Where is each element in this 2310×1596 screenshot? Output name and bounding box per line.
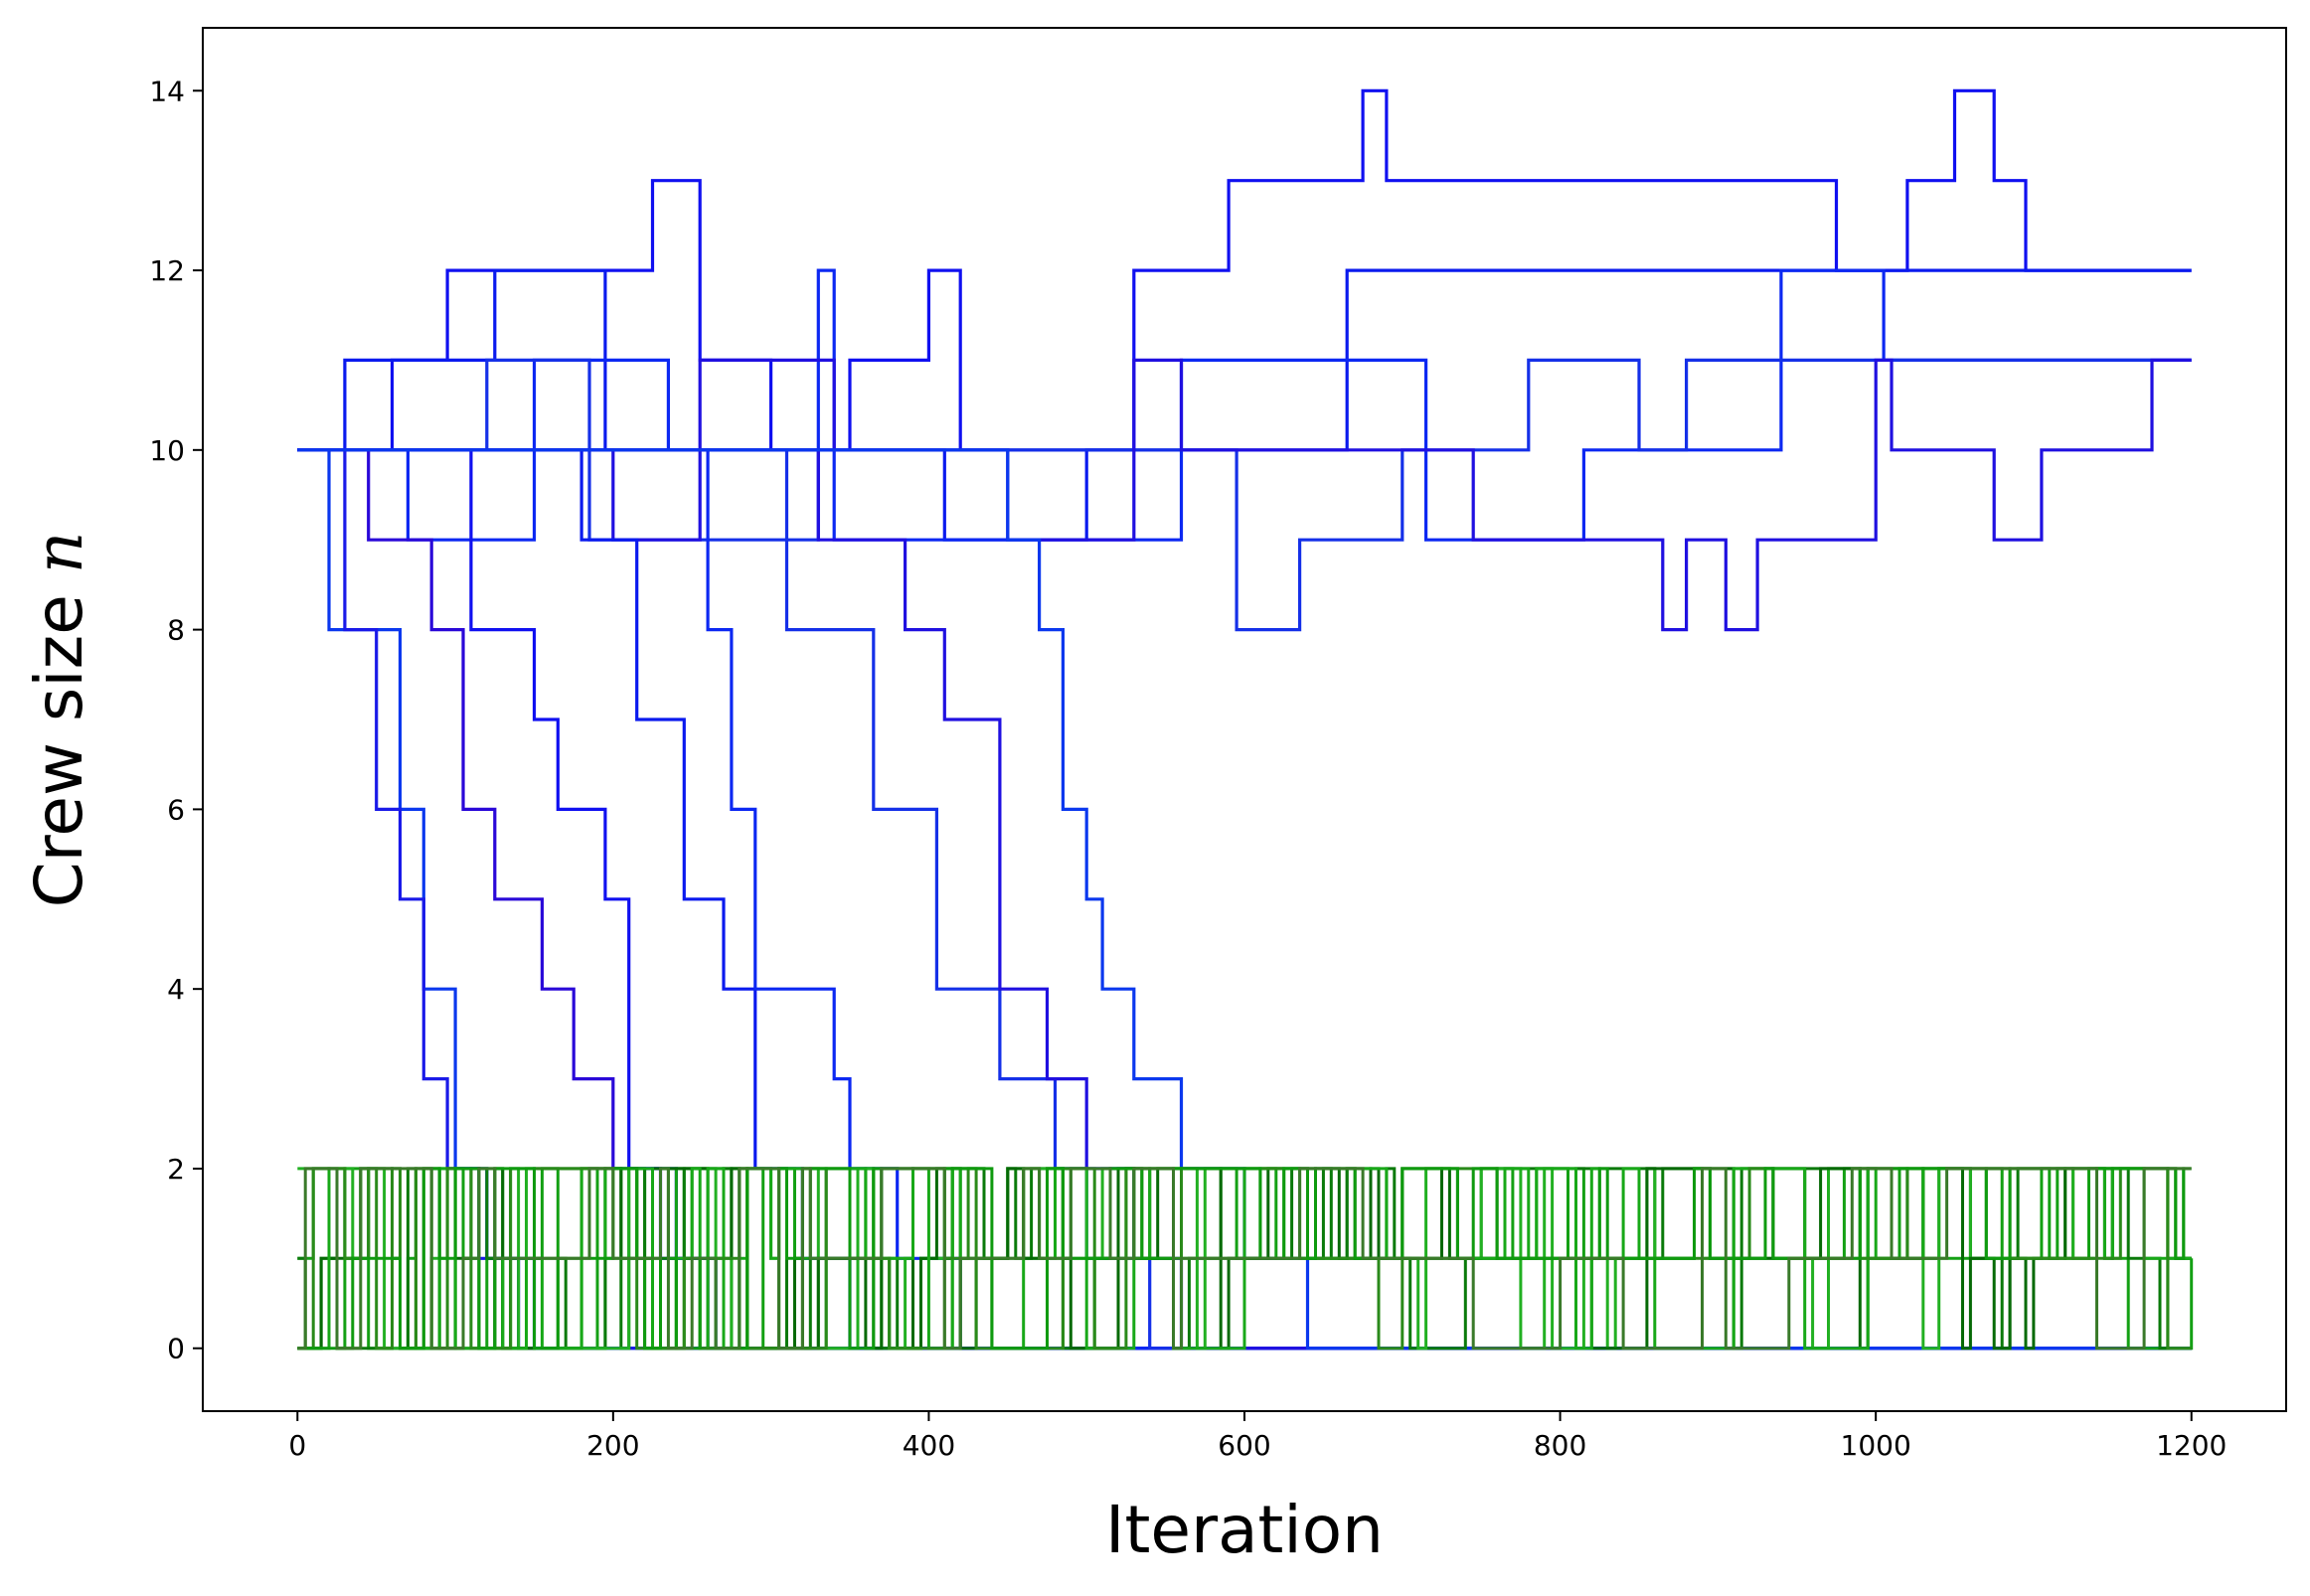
y-tick-label: 8: [167, 614, 185, 647]
blue-series-line: [297, 358, 2192, 632]
y-axis-label: Crew size n: [21, 532, 97, 908]
x-tick-label: 400: [903, 1429, 955, 1462]
y-axis: 0 2 4 6 8 10 12 14: [149, 75, 203, 1365]
x-tick-label: 1200: [2156, 1429, 2227, 1462]
x-tick-label: 200: [586, 1429, 639, 1462]
y-tick-label: 12: [149, 254, 185, 287]
y-tick-label: 10: [149, 434, 185, 467]
series-layer: [297, 88, 2194, 1351]
x-tick-label: 0: [288, 1429, 306, 1462]
y-axis-label-variable: n: [21, 532, 97, 574]
x-axis: 0 200 400 600 800 1000 1200: [288, 1411, 2227, 1462]
x-tick-label: 1000: [1841, 1429, 1911, 1462]
y-tick-label: 2: [167, 1153, 185, 1186]
y-tick-label: 14: [149, 75, 185, 107]
x-tick-label: 800: [1534, 1429, 1586, 1462]
y-axis-label-text: Crew size: [21, 573, 97, 907]
blue-series-line: [297, 358, 2192, 632]
y-tick-label: 6: [167, 793, 185, 826]
y-tick-label: 0: [167, 1333, 185, 1365]
x-tick-label: 600: [1218, 1429, 1270, 1462]
x-axis-label: Iteration: [1105, 1492, 1384, 1568]
green-series-line: [297, 1167, 2192, 1351]
y-tick-label: 4: [167, 973, 185, 1006]
